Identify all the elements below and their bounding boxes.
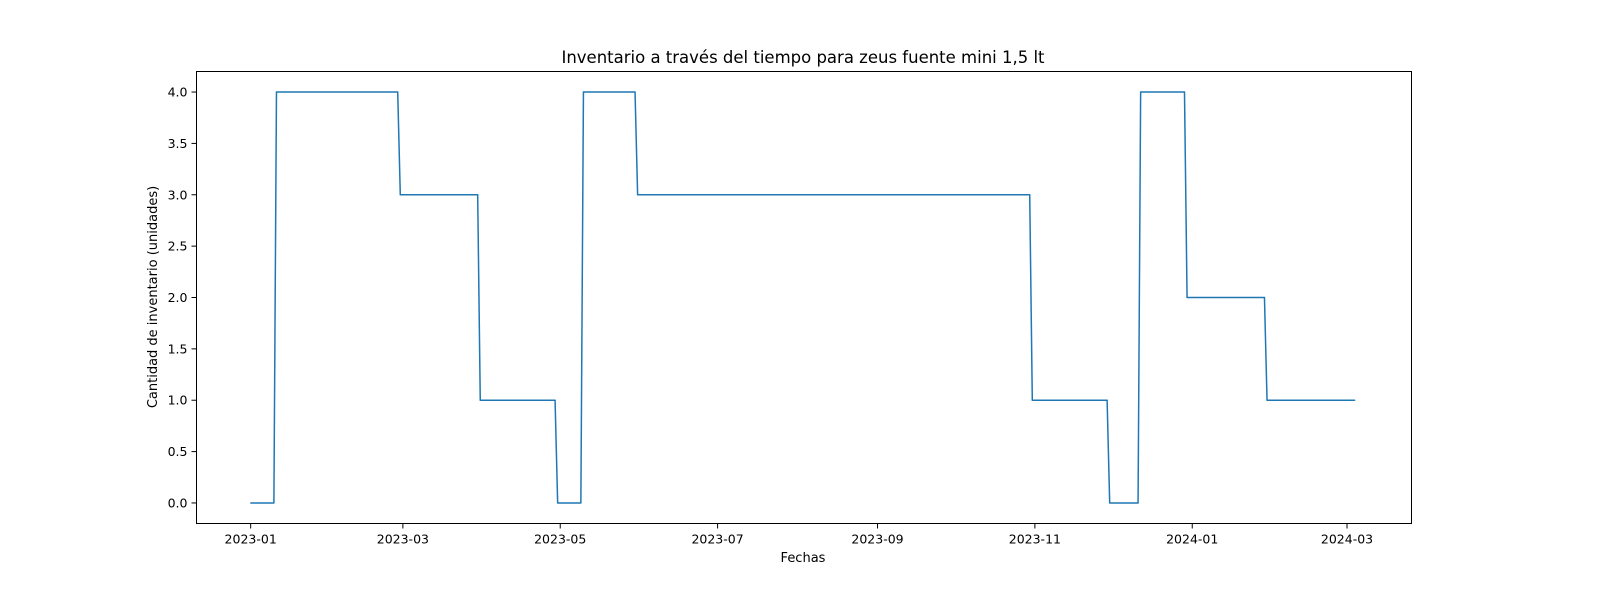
y-tick-label: 4.0 bbox=[168, 85, 188, 100]
data-point bbox=[273, 502, 275, 504]
y-tick-label: 2.0 bbox=[168, 290, 188, 305]
data-point bbox=[399, 194, 401, 196]
data-point bbox=[637, 194, 639, 196]
data-point bbox=[1031, 399, 1033, 401]
x-axis-label: Fechas bbox=[781, 551, 826, 566]
data-point bbox=[250, 502, 252, 504]
x-tick-label: 2023-03 bbox=[377, 532, 429, 547]
x-tick-label: 2023-09 bbox=[851, 532, 903, 547]
y-tick-label: 1.0 bbox=[168, 393, 188, 408]
data-point bbox=[1183, 91, 1186, 93]
data-point bbox=[397, 91, 399, 93]
y-tick-label: 3.0 bbox=[168, 187, 188, 202]
data-point bbox=[275, 91, 278, 93]
data-point bbox=[1029, 194, 1031, 196]
data-point bbox=[1140, 91, 1142, 93]
series-points bbox=[250, 91, 1356, 504]
data-point bbox=[1186, 296, 1188, 299]
data-point bbox=[557, 502, 559, 504]
y-axis-label: Cantidad de inventario (unidades) bbox=[146, 186, 161, 408]
data-point bbox=[1106, 399, 1108, 401]
x-tick-label: 2023-05 bbox=[534, 532, 586, 547]
data-point bbox=[477, 194, 479, 196]
x-tick-label: 2023-01 bbox=[225, 532, 277, 547]
data-point bbox=[1109, 502, 1111, 504]
series-line bbox=[250, 91, 1355, 504]
data-point bbox=[554, 399, 556, 401]
x-tick-label: 2024-01 bbox=[1166, 532, 1218, 547]
data-point bbox=[1137, 502, 1139, 504]
data-point bbox=[1354, 399, 1356, 401]
data-point bbox=[479, 399, 481, 401]
x-tick-label: 2023-11 bbox=[1009, 532, 1061, 547]
chart-title: Inventario a través del tiempo para zeus… bbox=[561, 48, 1045, 67]
data-point bbox=[580, 502, 582, 504]
y-tick-label: 3.5 bbox=[168, 136, 188, 151]
plot-area bbox=[196, 71, 1412, 524]
x-tick-label: 2023-07 bbox=[691, 532, 743, 547]
x-tick-label: 2024-03 bbox=[1321, 532, 1373, 547]
y-tick-label: 0.5 bbox=[168, 444, 188, 459]
y-tick-label: 2.5 bbox=[168, 239, 188, 254]
y-tick-label: 0.0 bbox=[168, 495, 188, 510]
y-axis: 0.0 0.5 1.0 1.5 2.0 2.5 3.0 3.5 4.0 bbox=[168, 85, 197, 510]
data-point bbox=[634, 91, 636, 93]
x-axis: 2023-01 2023-03 2023-05 2023-07 2023-09 2023-… bbox=[225, 523, 1373, 547]
data-point bbox=[1266, 399, 1268, 401]
data-point bbox=[1263, 296, 1266, 299]
data-point bbox=[582, 91, 585, 93]
y-tick-label: 1.5 bbox=[168, 341, 188, 356]
